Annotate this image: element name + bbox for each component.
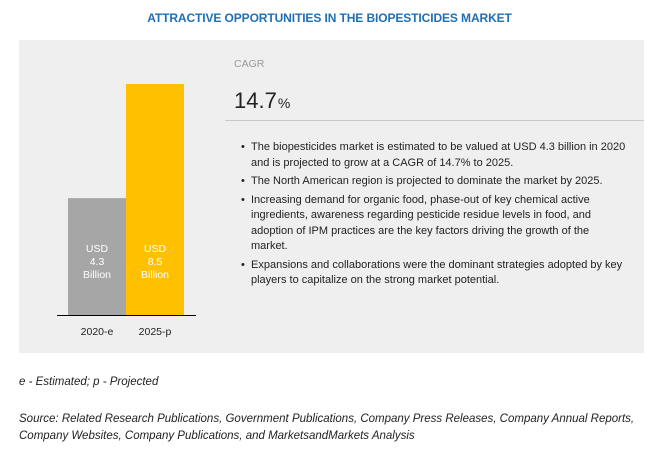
bar-2020-e xyxy=(68,198,126,315)
bar-data-label: 4.3 xyxy=(90,256,105,268)
bar-data-label: USD xyxy=(86,243,109,255)
bar-data-label: 8.5 xyxy=(148,256,163,268)
cagr-number: 14.7 xyxy=(234,88,277,113)
cagr-unit: % xyxy=(277,95,291,111)
divider xyxy=(225,120,644,121)
bar-data-label: USD xyxy=(144,243,167,255)
cagr-value: 14.7% xyxy=(234,88,290,114)
bullet-item: The North American region is projected t… xyxy=(241,174,627,190)
x-tick-label: 2025-p xyxy=(139,326,172,338)
bar-data-label: Billion xyxy=(83,269,111,281)
bar-data-label: Billion xyxy=(141,269,169,281)
page-title: ATTRACTIVE OPPORTUNITIES IN THE BIOPESTI… xyxy=(147,11,512,25)
cagr-label: CAGR xyxy=(234,58,265,70)
info-panel: USD 4.3 Billion 2020-e USD 8.5 Billion 2025-p C… xyxy=(19,40,644,353)
bullet-item: The biopesticides market is estimated to… xyxy=(241,140,627,171)
bar-2025-p xyxy=(126,84,184,315)
footnote: e - Estimated; p - Projected xyxy=(19,376,159,388)
source-note: Source: Related Research Publications, G… xyxy=(19,413,635,442)
key-findings-list: The biopesticides market is estimated to… xyxy=(241,140,627,292)
bullet-item: Expansions and collaborations were the d… xyxy=(241,258,627,289)
bullet-item: Increasing demand for organic food, phas… xyxy=(241,193,627,255)
x-tick-label: 2020-e xyxy=(81,326,114,338)
